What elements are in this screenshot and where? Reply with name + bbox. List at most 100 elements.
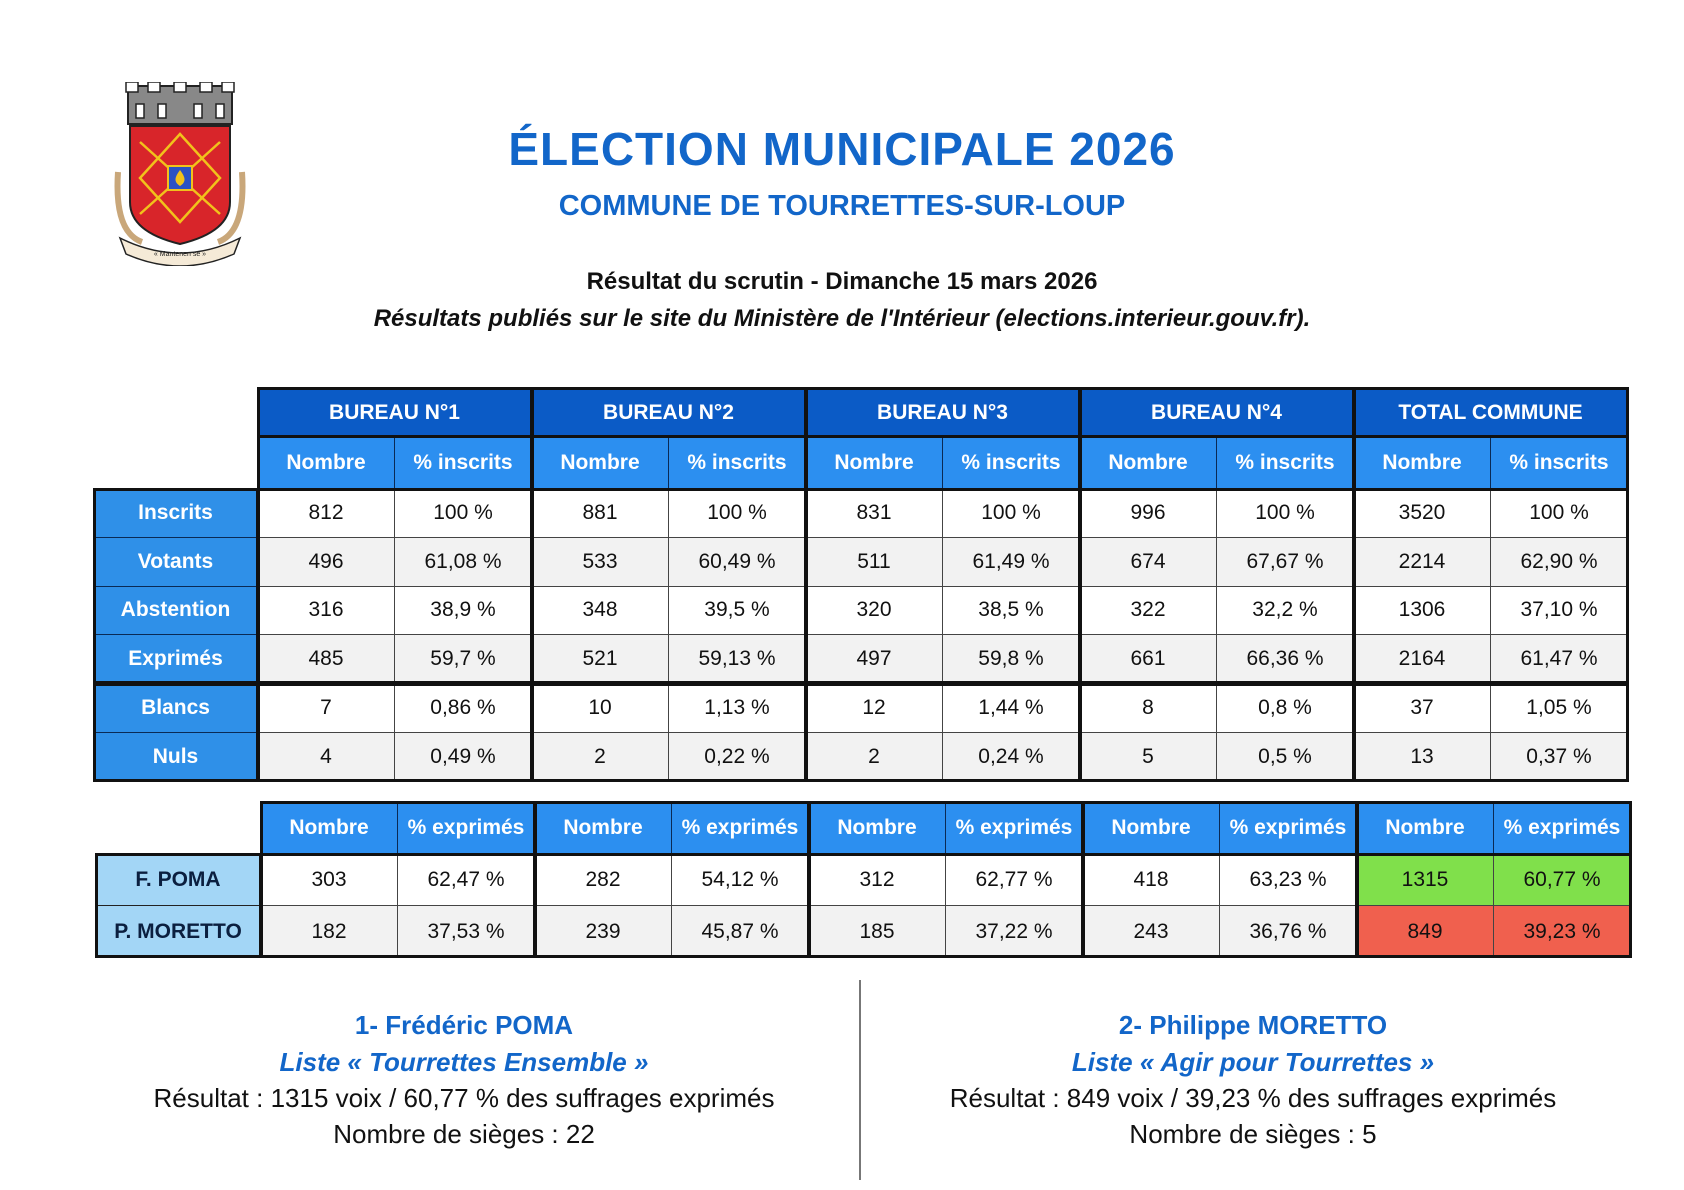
cell: 282 <box>534 853 672 906</box>
cell: 36,76 % <box>1219 905 1357 958</box>
coat-of-arms: « Mantenen se » <box>114 82 246 266</box>
column-header: Nombre <box>531 437 669 489</box>
cell: 1306 <box>1353 585 1491 636</box>
column-header: Nombre <box>260 801 398 854</box>
cell: 100 % <box>1490 488 1628 538</box>
row-label: Inscrits <box>93 488 258 538</box>
cell: 0,49 % <box>394 732 532 782</box>
cell: 2 <box>805 732 943 782</box>
cell: 100 % <box>942 488 1080 538</box>
cell: 60,77 % <box>1493 853 1631 906</box>
cell: 2 <box>531 732 669 782</box>
cell: 485 <box>257 634 395 685</box>
cell: 37,22 % <box>945 905 1083 958</box>
column-header: % exprimés <box>671 801 809 854</box>
cell: 4 <box>257 732 395 782</box>
cell: 62,47 % <box>397 853 535 906</box>
cell: 38,5 % <box>942 585 1080 636</box>
cell: 12 <box>805 683 943 733</box>
row-label: Abstention <box>93 585 258 636</box>
cell: 0,8 % <box>1216 683 1354 733</box>
row-label: Exprimés <box>93 634 258 685</box>
cell: 61,08 % <box>394 536 532 587</box>
cell: 348 <box>531 585 669 636</box>
cell: 67,67 % <box>1216 536 1354 587</box>
group-header: BUREAU N°2 <box>531 387 806 438</box>
cell: 674 <box>1079 536 1217 587</box>
source-line: Résultats publiés sur le site du Ministè… <box>373 305 1311 332</box>
row-label: Votants <box>93 536 258 587</box>
cell: 831 <box>805 488 943 538</box>
row-label: P. MORETTO <box>95 905 261 958</box>
cell: 37,53 % <box>397 905 535 958</box>
cell: 100 % <box>668 488 806 538</box>
motto: « Mantenen se » <box>154 251 206 258</box>
cell: 0,86 % <box>394 683 532 733</box>
cell: 59,13 % <box>668 634 806 685</box>
subtitle: COMMUNE DE TOURRETTES-SUR-LOUP <box>558 190 1126 222</box>
cell: 1,44 % <box>942 683 1080 733</box>
column-header: % inscrits <box>668 437 806 489</box>
cell: 32,2 % <box>1216 585 1354 636</box>
cell: 8 <box>1079 683 1217 733</box>
cell: 5 <box>1079 732 1217 782</box>
column-header: Nombre <box>534 801 672 854</box>
column-header: Nombre <box>257 437 395 489</box>
cell: 61,47 % <box>1490 634 1628 685</box>
cell: 239 <box>534 905 672 958</box>
cell: 37 <box>1353 683 1491 733</box>
candidate-result: Résultat : 1315 voix / 60,77 % des suffr… <box>153 1083 775 1113</box>
column-header: % exprimés <box>1219 801 1357 854</box>
cell: 2214 <box>1353 536 1491 587</box>
date-line: Résultat du scrutin - Dimanche 15 mars 2… <box>586 268 1098 295</box>
group-header: BUREAU N°1 <box>257 387 532 438</box>
candidate-result: Résultat : 849 voix / 39,23 % des suffra… <box>949 1083 1557 1113</box>
cell: 13 <box>1353 732 1491 782</box>
cell: 185 <box>808 905 946 958</box>
cell: 100 % <box>1216 488 1354 538</box>
cell: 316 <box>257 585 395 636</box>
column-header: Nombre <box>1079 437 1217 489</box>
cell: 3520 <box>1353 488 1491 538</box>
column-header: % exprimés <box>397 801 535 854</box>
cell: 881 <box>531 488 669 538</box>
column-header: % exprimés <box>1493 801 1631 854</box>
cell: 37,10 % <box>1490 585 1628 636</box>
cell: 320 <box>805 585 943 636</box>
group-header: BUREAU N°4 <box>1079 387 1354 438</box>
cell: 59,8 % <box>942 634 1080 685</box>
cell: 511 <box>805 536 943 587</box>
cell: 59,7 % <box>394 634 532 685</box>
candidate-heading: 2- Philippe MORETTO <box>1118 1010 1388 1040</box>
cell: 38,9 % <box>394 585 532 636</box>
group-header: TOTAL COMMUNE <box>1353 387 1628 438</box>
cell: 303 <box>260 853 398 906</box>
cell: 1,13 % <box>668 683 806 733</box>
cell: 7 <box>257 683 395 733</box>
cell: 10 <box>531 683 669 733</box>
column-header: Nombre <box>805 437 943 489</box>
cell: 54,12 % <box>671 853 809 906</box>
cell: 996 <box>1079 488 1217 538</box>
column-header: Nombre <box>1353 437 1491 489</box>
row-label: Blancs <box>93 683 258 733</box>
cell: 312 <box>808 853 946 906</box>
column-header: % exprimés <box>945 801 1083 854</box>
cell: 66,36 % <box>1216 634 1354 685</box>
cell: 0,5 % <box>1216 732 1354 782</box>
column-header: % inscrits <box>1216 437 1354 489</box>
cell: 521 <box>531 634 669 685</box>
group-header: BUREAU N°3 <box>805 387 1080 438</box>
cell: 812 <box>257 488 395 538</box>
cell: 45,87 % <box>671 905 809 958</box>
cell: 39,5 % <box>668 585 806 636</box>
cell: 182 <box>260 905 398 958</box>
cell: 100 % <box>394 488 532 538</box>
column-header: Nombre <box>808 801 946 854</box>
row-label: F. POMA <box>95 853 261 906</box>
column-header: Nombre <box>1082 801 1220 854</box>
row-label: Nuls <box>93 732 258 782</box>
candidate-seats: Nombre de sièges : 5 <box>1129 1119 1377 1149</box>
cell: 0,24 % <box>942 732 1080 782</box>
cell: 849 <box>1356 905 1494 958</box>
